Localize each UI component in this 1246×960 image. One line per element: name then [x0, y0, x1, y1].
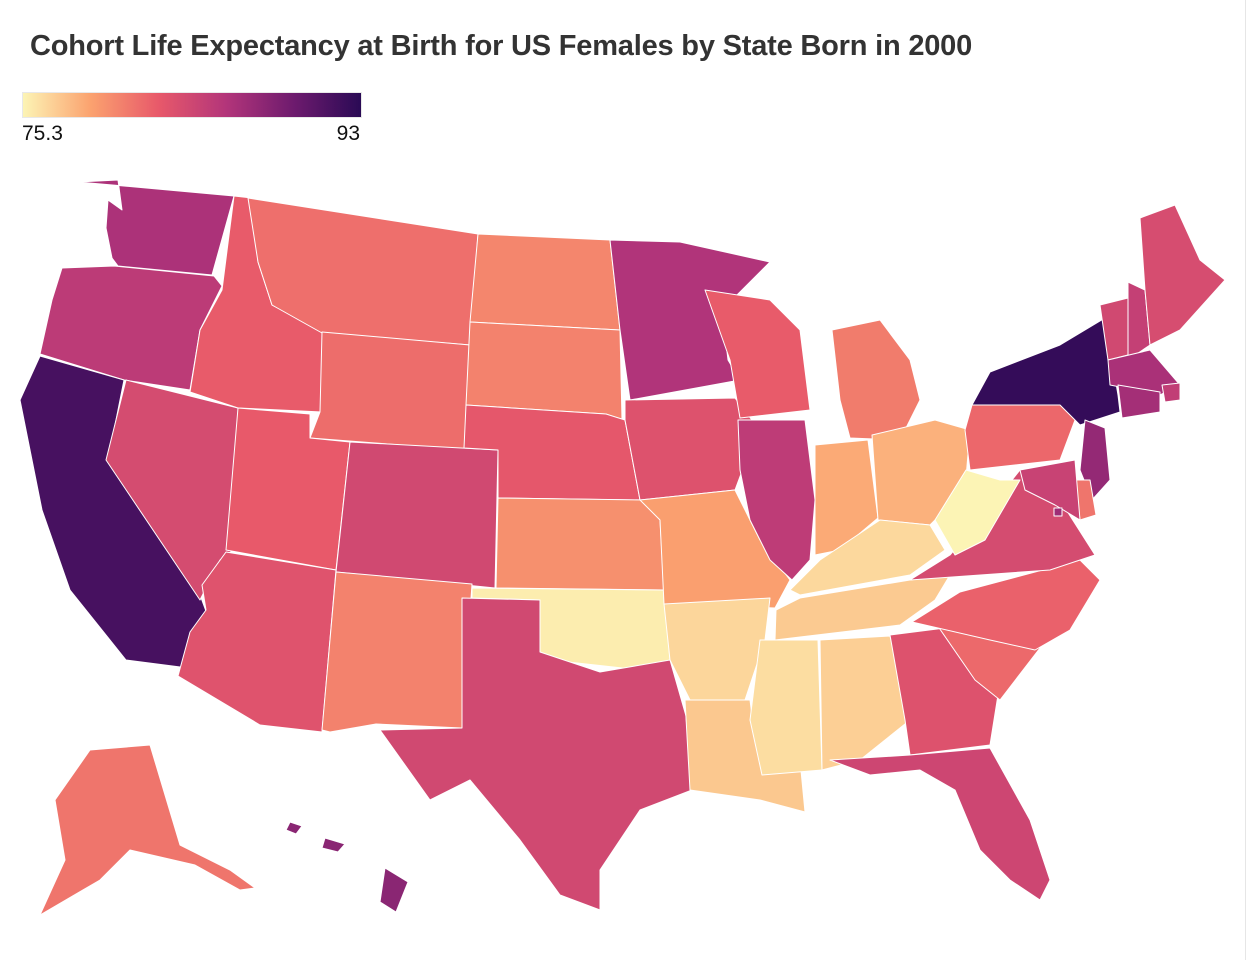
states-layer [19, 179, 1226, 916]
legend-min-label: 75.3 [22, 122, 63, 145]
legend-gradient-bar [22, 92, 362, 118]
state-fl[interactable] [829, 747, 1051, 901]
state-me[interactable] [1139, 204, 1226, 346]
state-mi[interactable] [831, 319, 921, 441]
state-ia[interactable] [624, 397, 759, 501]
state-ks[interactable] [495, 497, 665, 591]
state-co[interactable] [335, 441, 499, 589]
state-md[interactable] [1019, 459, 1081, 521]
state-ri[interactable] [1161, 382, 1181, 403]
state-ky[interactable] [789, 519, 946, 596]
color-legend: 75.3 93 [22, 92, 362, 152]
state-sd[interactable] [465, 321, 623, 421]
state-dc[interactable] [1053, 507, 1063, 517]
state-mo[interactable] [639, 489, 791, 609]
state-tx[interactable] [379, 597, 693, 911]
state-nc[interactable] [911, 559, 1101, 651]
state-ms[interactable] [749, 639, 823, 776]
state-wi[interactable] [704, 289, 811, 419]
state-nm[interactable] [321, 571, 473, 733]
state-al[interactable] [819, 635, 911, 771]
state-wa[interactable] [77, 179, 235, 276]
state-ct[interactable] [1117, 384, 1161, 419]
state-mn[interactable] [609, 239, 771, 401]
state-nd[interactable] [469, 233, 621, 331]
state-il[interactable] [737, 419, 816, 581]
state-wy[interactable] [309, 331, 471, 451]
state-ak[interactable] [39, 744, 256, 916]
legend-max-label: 93 [336, 122, 360, 145]
map-title: Cohort Life Expectancy at Birth for US F… [30, 30, 973, 62]
state-wv[interactable] [934, 469, 1021, 556]
state-hi[interactable] [285, 821, 409, 913]
state-la[interactable] [684, 699, 806, 813]
state-tn[interactable] [774, 574, 951, 641]
state-ny[interactable] [971, 317, 1121, 426]
